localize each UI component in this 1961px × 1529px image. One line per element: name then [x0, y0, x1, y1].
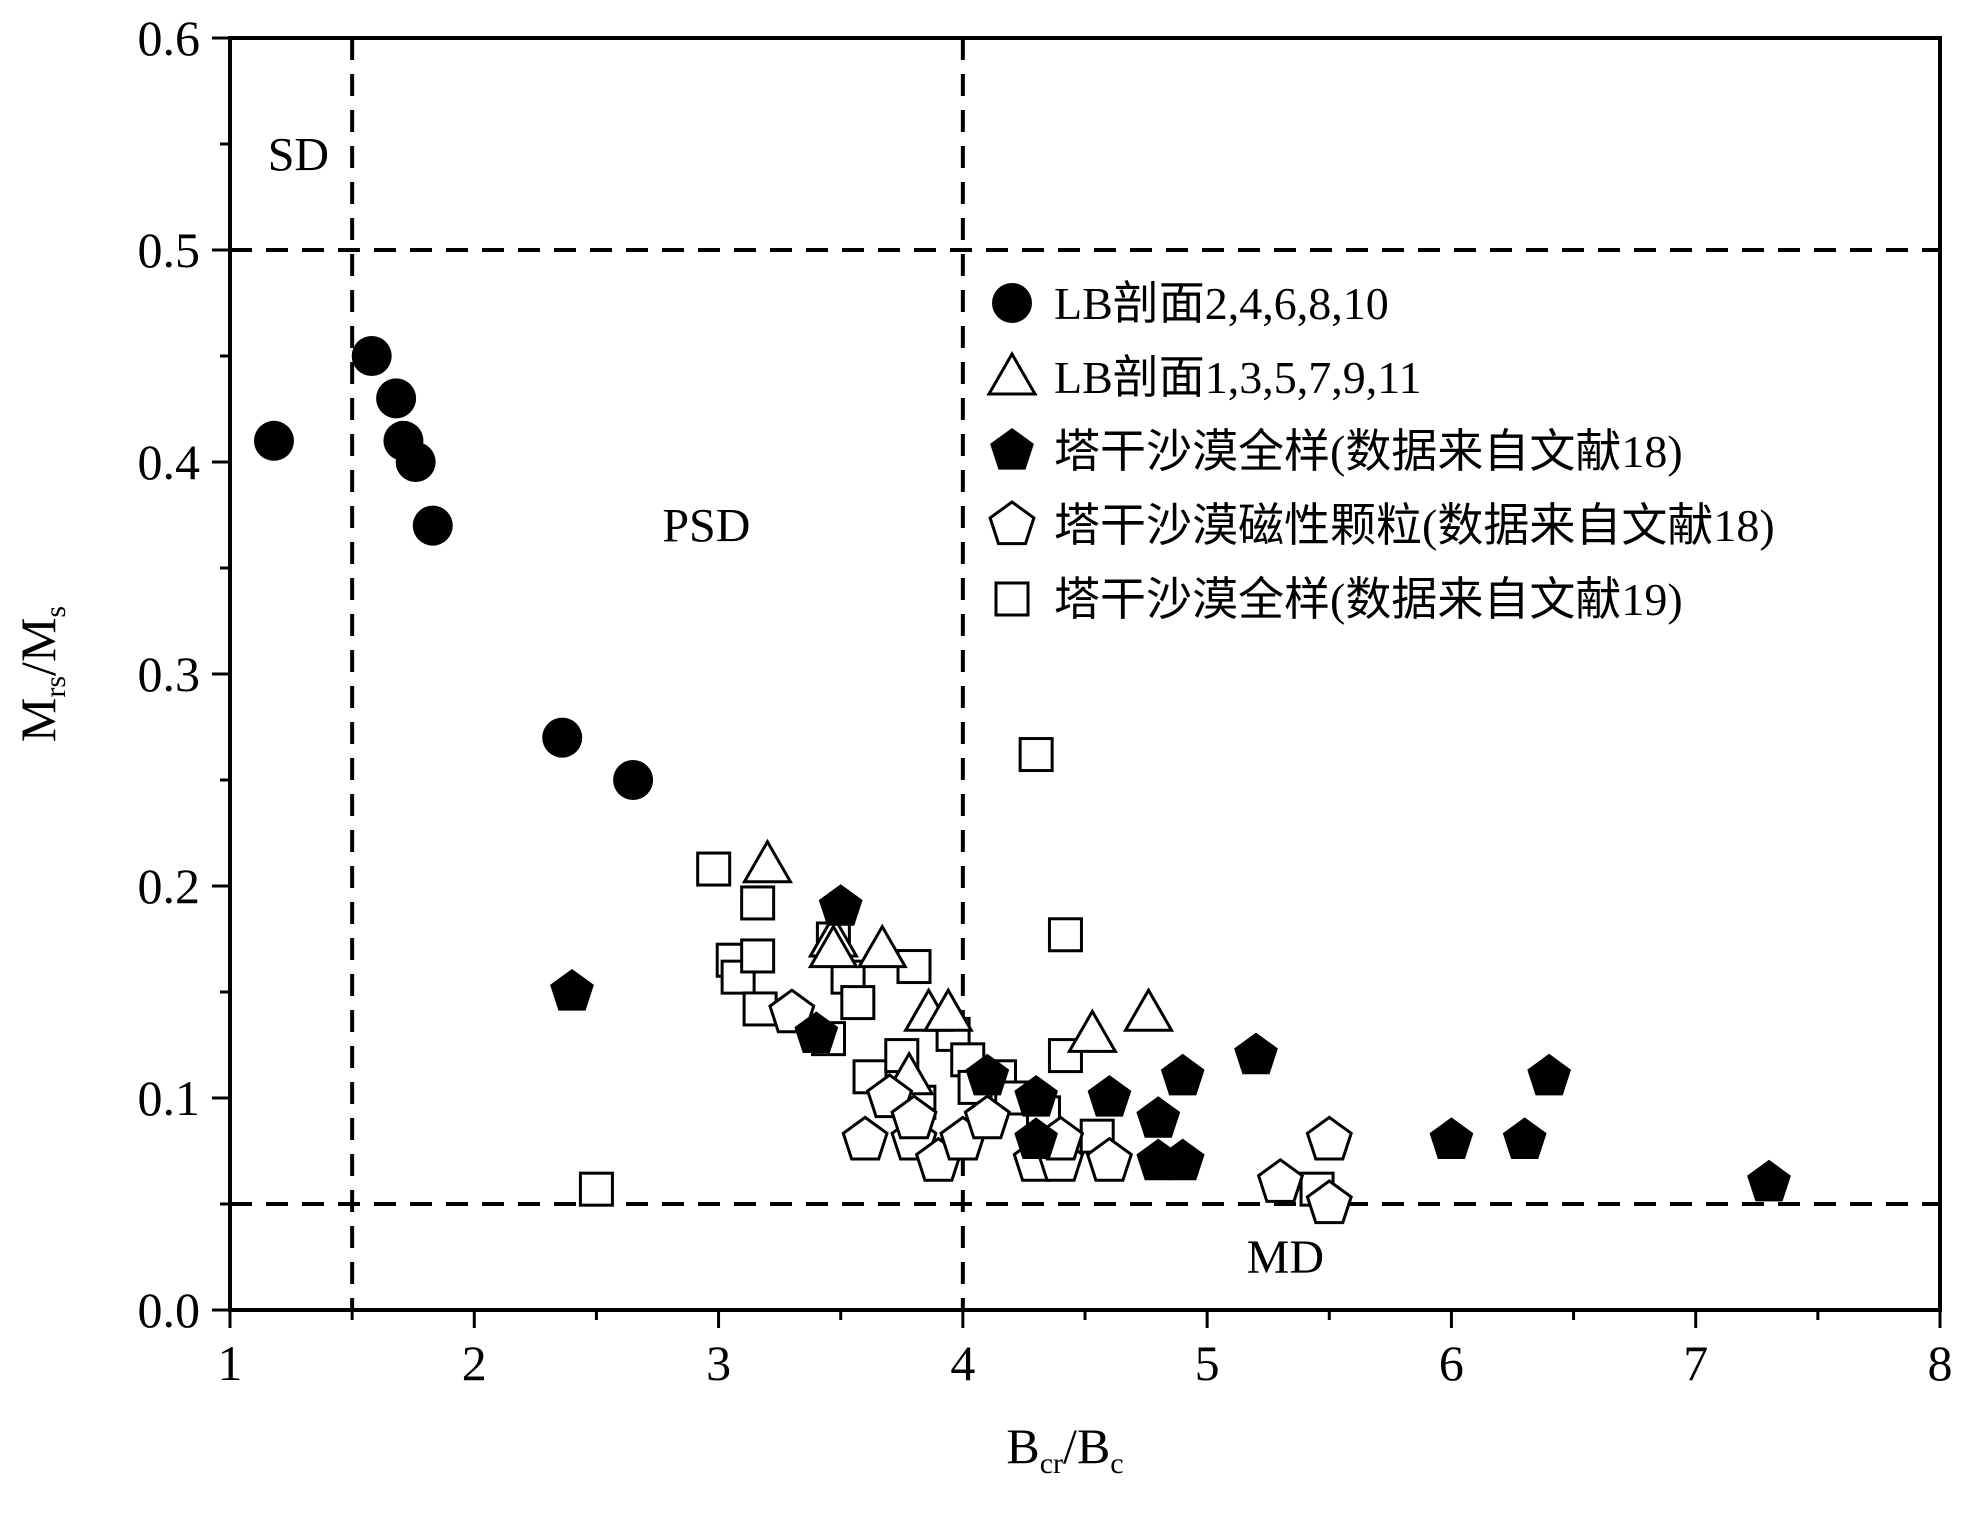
y-tick-label: 0.2 [138, 858, 201, 914]
data-point-filled-pentagon [1747, 1159, 1791, 1202]
series-1-points [253, 336, 654, 800]
data-point-filled-pentagon [818, 884, 863, 926]
data-point-filled-circle [613, 760, 654, 800]
legend-label: 塔干沙漠磁性颗粒(数据来自文献18) [1054, 500, 1775, 551]
data-point-filled-circle [395, 442, 436, 482]
x-tick-label: 6 [1439, 1335, 1464, 1391]
y-axis-title-main: M [10, 698, 66, 742]
y-tick-label: 0.0 [138, 1282, 201, 1338]
data-point-filled-pentagon [1160, 1138, 1205, 1181]
data-point-filled-pentagon [1527, 1053, 1571, 1096]
data-point-filled-pentagon [1014, 1117, 1058, 1159]
data-point-filled-pentagon [1234, 1032, 1278, 1075]
data-point-open-pentagon [841, 1115, 889, 1161]
data-point-open-pentagon [1256, 1157, 1305, 1203]
legend-marker-filled-pentagon [990, 428, 1034, 470]
data-point-open-triangle [856, 923, 908, 969]
x-axis-title-sub1: cr [1040, 1447, 1063, 1480]
x-tick-label: 5 [1195, 1335, 1220, 1391]
data-point-filled-pentagon [1014, 1075, 1058, 1117]
x-tick-label: 4 [950, 1335, 975, 1391]
data-point-open-pentagon [1305, 1115, 1353, 1161]
y-tick-label: 0.5 [138, 222, 201, 278]
legend-marker-open-triangle [986, 350, 1038, 396]
data-point-open-square [696, 851, 732, 887]
x-tick-label: 7 [1683, 1335, 1708, 1391]
series-2-points [741, 838, 1175, 1096]
y-axis-title: Mrs/Ms [10, 606, 72, 742]
data-point-filled-circle [542, 717, 583, 758]
data-point-open-triangle [807, 923, 859, 969]
y-axis-title-sub2: s [39, 606, 72, 618]
y-axis-ticks: 0.0 0.1 0.2 0.3 0.4 0.5 0.6 [138, 10, 230, 1338]
data-point-open-triangle [1122, 987, 1175, 1032]
y-tick-label: 0.3 [138, 646, 201, 702]
region-labels: SD PSD MD [268, 129, 1324, 1284]
data-point-open-pentagon [1085, 1136, 1134, 1182]
data-point-filled-circle [253, 420, 294, 461]
data-point-open-square [840, 985, 876, 1021]
y-tick-label: 0.6 [138, 10, 201, 66]
data-point-filled-pentagon [965, 1053, 1010, 1096]
legend-label: 塔干沙漠全样(数据来自文献19) [1054, 574, 1683, 625]
x-axis-title-mid: /B [1063, 1418, 1110, 1474]
data-point-open-pentagon [890, 1094, 938, 1140]
data-point-filled-pentagon [1087, 1075, 1132, 1117]
legend-marker-open-pentagon [988, 500, 1036, 546]
data-point-open-square [740, 938, 776, 974]
legend-label: 塔干沙漠全样(数据来自文献18) [1054, 426, 1683, 477]
data-point-open-square [1047, 917, 1083, 953]
data-point-open-square [578, 1171, 614, 1207]
legend-marker-filled-circle [992, 283, 1032, 323]
x-axis-title-main: B [1006, 1418, 1039, 1474]
data-point-open-triangle [922, 987, 974, 1032]
x-axis-ticks: 1 2 3 4 5 6 7 8 [218, 1310, 1953, 1391]
data-point-open-square [1018, 737, 1054, 773]
data-points [253, 336, 1791, 1225]
data-point-filled-pentagon [550, 969, 594, 1011]
data-point-filled-circle [351, 336, 392, 376]
legend-marker-open-square [994, 581, 1030, 617]
x-tick-label: 2 [462, 1335, 487, 1391]
region-label-psd: PSD [662, 500, 750, 553]
series-3-points [550, 884, 1791, 1202]
data-point-filled-pentagon [1136, 1096, 1181, 1138]
data-point-filled-pentagon [1429, 1117, 1474, 1159]
legend-label: LB剖面2,4,6,8,10 [1054, 278, 1389, 329]
legend: LB剖面2,4,6,8,10 LB剖面1,3,5,7,9,11 塔干沙漠全样(数据来… [986, 278, 1775, 625]
data-point-filled-circle [412, 505, 453, 546]
data-point-open-pentagon [963, 1094, 1011, 1140]
x-axis-title: Bcr/Bc [1006, 1418, 1123, 1480]
data-point-open-triangle [741, 838, 794, 884]
data-point-open-triangle [1066, 1008, 1118, 1053]
y-tick-label: 0.1 [138, 1070, 201, 1126]
data-point-filled-pentagon [1160, 1053, 1205, 1096]
region-label-md: MD [1247, 1231, 1324, 1284]
x-tick-label: 8 [1928, 1335, 1953, 1391]
y-axis-title-sub1: rs [39, 676, 72, 698]
data-point-filled-pentagon [1502, 1117, 1547, 1159]
region-label-sd: SD [268, 129, 329, 182]
y-tick-label: 0.4 [138, 434, 201, 490]
y-axis-title-mid: /M [10, 618, 66, 676]
x-tick-label: 1 [218, 1335, 243, 1391]
x-axis-title-sub2: c [1110, 1447, 1123, 1480]
data-point-open-square [740, 885, 776, 921]
x-tick-label: 3 [706, 1335, 731, 1391]
data-point-open-pentagon [1305, 1179, 1353, 1225]
legend-label: LB剖面1,3,5,7,9,11 [1054, 352, 1422, 403]
data-point-filled-pentagon [794, 1011, 839, 1053]
data-point-filled-circle [376, 378, 417, 419]
